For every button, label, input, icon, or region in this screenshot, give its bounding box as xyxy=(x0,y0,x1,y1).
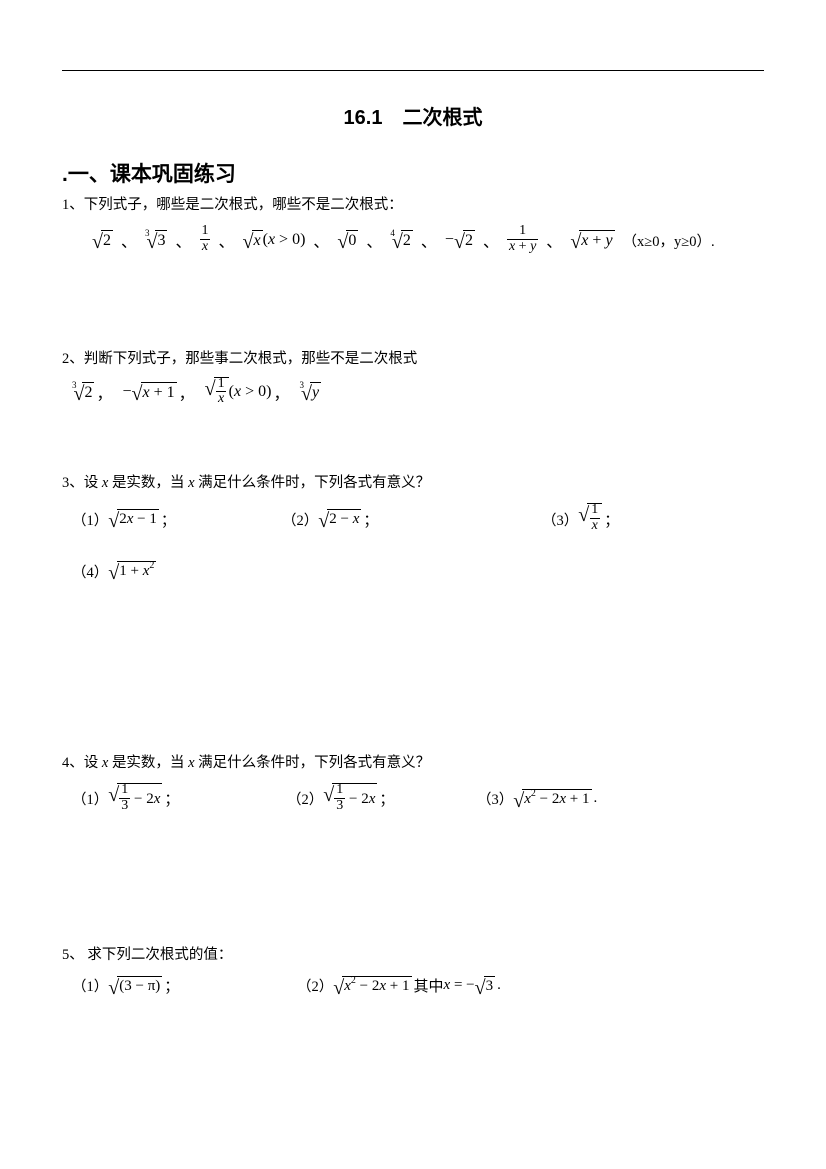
q3-item-1: （1） √2x − 1； xyxy=(72,503,282,534)
separator: 、 xyxy=(313,228,329,252)
separator: 、 xyxy=(421,228,437,252)
q5-items: （1） √(3 − π)； （2） √x2 − 2x + 1 其中 x = −√… xyxy=(72,975,764,996)
q2-formula-row: 3√2， −√x + 1， √1x(x > 0)， 3√y xyxy=(72,377,764,408)
separator: 、 xyxy=(121,228,137,252)
separator: 、 xyxy=(546,228,562,252)
label: （1） xyxy=(72,788,108,809)
q1-text: 1、下列式子，哪些是二次根式，哪些不是二次根式： xyxy=(62,194,764,217)
q1-formula-row: √2 、 3√3 、 1x 、 √x(x > 0) 、 √0 、 4√2 、 −… xyxy=(92,225,764,255)
label: （3） xyxy=(542,509,578,530)
q5-item-2: （2） √x2 − 2x + 1 其中 x = −√3. xyxy=(297,975,657,996)
label: （4） xyxy=(72,561,108,582)
separator: 、 xyxy=(366,228,382,252)
expr-cuberoot-y: 3√y xyxy=(299,382,321,402)
q3-item-3: （3） √1x； xyxy=(542,503,752,534)
expr-sqrt-x: √x(x > 0) xyxy=(243,230,306,250)
q3-item-2: （2） √2 − x； xyxy=(282,503,542,534)
expr-1overx: 1x xyxy=(200,225,211,255)
q2-cond: > 0) xyxy=(241,383,271,401)
label: （1） xyxy=(72,509,108,530)
expr-cuberoot2: 3√2， xyxy=(72,380,113,404)
expr-sqrt-1overx: √1x(x > 0)， xyxy=(205,377,290,408)
chapter-title: 16.1 二次根式 xyxy=(62,101,764,130)
q4-item-1: （1） √13 − 2x； xyxy=(72,783,287,814)
separator: 、 xyxy=(175,228,191,252)
page: 16.1 二次根式 .一、课本巩固练习 1、下列式子，哪些是二次根式，哪些不是二… xyxy=(0,0,826,1169)
expr-neg-sqrt2: −√2 xyxy=(445,230,475,250)
q5-mid: 其中 xyxy=(414,975,444,996)
expr-neg-sqrt-xplus1: −√x + 1， xyxy=(123,380,195,404)
expr-1over-xplusy: 1x + y xyxy=(507,225,538,255)
q3-text: 3、设 x 是实数，当 x 满足什么条件时，下列各式有意义？ xyxy=(62,472,764,495)
q2-text: 2、判断下列式子，那些事二次根式，那些不是二次根式 xyxy=(62,348,764,371)
q4-item-2: （2） √13 − 2x； xyxy=(287,783,477,814)
q3-item-4: （4） √1 + x2 xyxy=(72,561,332,582)
expr-cuberoot3: 3√3 xyxy=(145,230,167,250)
label: （2） xyxy=(282,509,318,530)
q4-items: （1） √13 − 2x； （2） √13 − 2x； （3） √x2 − 2x… xyxy=(72,783,764,814)
section-heading: .一、课本巩固练习 xyxy=(62,158,764,188)
label: （2） xyxy=(287,788,323,809)
q3-items: （1） √2x − 1； （2） √2 − x； （3） √1x； （4） √1… xyxy=(72,503,764,581)
expr-4throot2: 4√2 xyxy=(390,230,412,250)
separator: 、 xyxy=(219,228,235,252)
q4-item-3: （3） √x2 − 2x + 1. xyxy=(477,783,697,814)
q5-text: 5、 求下列二次根式的值： xyxy=(62,944,764,967)
label: （1） xyxy=(72,975,108,996)
label: （3） xyxy=(477,788,513,809)
separator: 、 xyxy=(483,228,499,252)
top-rule xyxy=(62,70,764,71)
q4-text: 4、设 x 是实数，当 x 满足什么条件时，下列各式有意义？ xyxy=(62,752,764,775)
expr-sqrt2: √2 xyxy=(92,230,113,250)
label: （2） xyxy=(297,975,333,996)
expr-sqrt0: √0 xyxy=(337,230,358,250)
q1-condition: （x≥0，y≥0）. xyxy=(623,230,715,251)
expr-sqrt-xplusy: √x + y xyxy=(570,230,614,250)
q5-item-1: （1） √(3 − π)； xyxy=(72,975,297,996)
